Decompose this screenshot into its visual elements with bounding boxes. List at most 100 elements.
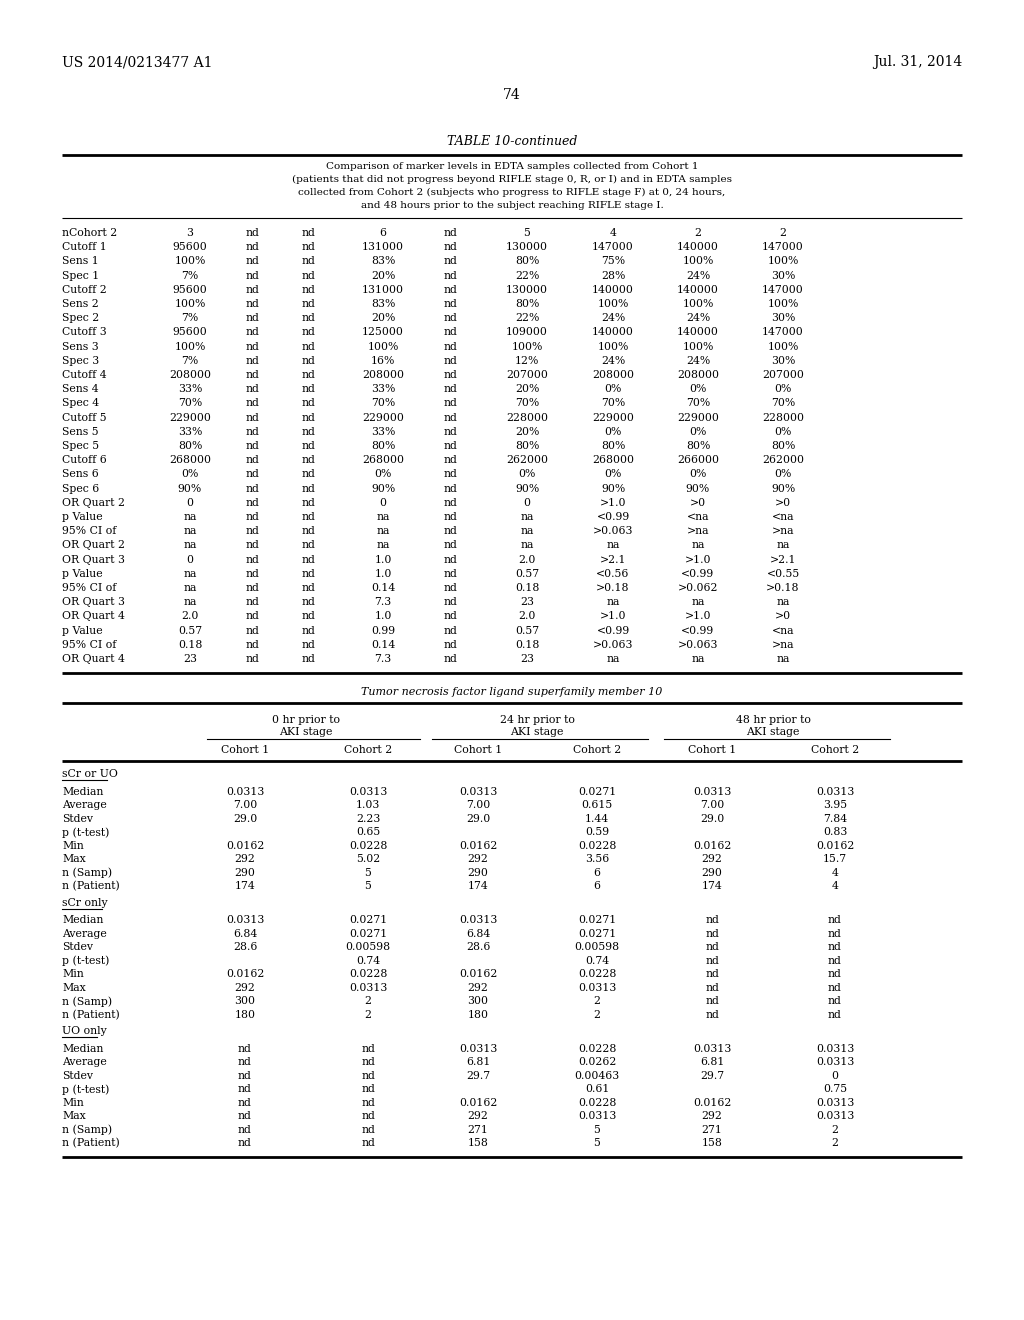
Text: 0.0313: 0.0313 <box>349 982 387 993</box>
Text: Sens 6: Sens 6 <box>62 470 98 479</box>
Text: 0.0271: 0.0271 <box>349 929 387 939</box>
Text: 24%: 24% <box>686 313 710 323</box>
Text: na: na <box>183 527 197 536</box>
Text: nd: nd <box>246 455 260 465</box>
Text: 131000: 131000 <box>362 285 404 294</box>
Text: nd: nd <box>301 512 315 521</box>
Text: Average: Average <box>62 929 106 939</box>
Text: 0.83: 0.83 <box>823 828 847 837</box>
Text: 268000: 268000 <box>362 455 404 465</box>
Text: 24%: 24% <box>686 356 710 366</box>
Text: nd: nd <box>246 441 260 451</box>
Text: 290: 290 <box>468 867 488 878</box>
Text: nd: nd <box>443 242 457 252</box>
Text: 1.03: 1.03 <box>355 800 380 810</box>
Text: >2.1: >2.1 <box>600 554 627 565</box>
Text: 70%: 70% <box>515 399 539 408</box>
Text: 0%: 0% <box>375 470 392 479</box>
Text: Cutoff 3: Cutoff 3 <box>62 327 106 338</box>
Text: <na: <na <box>772 626 795 636</box>
Text: Cutoff 5: Cutoff 5 <box>62 413 106 422</box>
Text: 268000: 268000 <box>169 455 211 465</box>
Text: Average: Average <box>62 1057 106 1067</box>
Text: nd: nd <box>361 1125 375 1135</box>
Text: 290: 290 <box>234 867 255 878</box>
Text: Cutoff 4: Cutoff 4 <box>62 370 106 380</box>
Text: 28.6: 28.6 <box>232 942 257 952</box>
Text: nd: nd <box>443 554 457 565</box>
Text: 6.84: 6.84 <box>466 929 490 939</box>
Text: 90%: 90% <box>771 483 795 494</box>
Text: sCr or UO: sCr or UO <box>62 770 118 779</box>
Text: 292: 292 <box>468 854 488 865</box>
Text: 0%: 0% <box>689 426 707 437</box>
Text: nd: nd <box>706 997 719 1006</box>
Text: nd: nd <box>246 413 260 422</box>
Text: Spec 6: Spec 6 <box>62 483 99 494</box>
Text: na: na <box>776 653 790 664</box>
Text: 0%: 0% <box>689 384 707 395</box>
Text: 20%: 20% <box>371 271 395 281</box>
Text: 1.0: 1.0 <box>375 554 392 565</box>
Text: nd: nd <box>443 327 457 338</box>
Text: 2.23: 2.23 <box>355 813 380 824</box>
Text: 0.0313: 0.0313 <box>816 1057 854 1067</box>
Text: >0: >0 <box>690 498 707 508</box>
Text: 2: 2 <box>831 1138 839 1148</box>
Text: 29.0: 29.0 <box>232 813 257 824</box>
Text: 0.0162: 0.0162 <box>226 841 264 850</box>
Text: 0.0313: 0.0313 <box>226 915 264 925</box>
Text: 0.0313: 0.0313 <box>816 1098 854 1107</box>
Text: <0.99: <0.99 <box>681 569 715 578</box>
Text: nd: nd <box>443 256 457 267</box>
Text: 0.75: 0.75 <box>823 1084 847 1094</box>
Text: 48 hr prior to: 48 hr prior to <box>735 715 810 725</box>
Text: nd: nd <box>301 228 315 238</box>
Text: 0%: 0% <box>181 470 199 479</box>
Text: 83%: 83% <box>371 300 395 309</box>
Text: nd: nd <box>443 228 457 238</box>
Text: na: na <box>520 540 534 550</box>
Text: 80%: 80% <box>771 441 796 451</box>
Text: 0%: 0% <box>518 470 536 479</box>
Text: 0.0313: 0.0313 <box>226 787 264 797</box>
Text: 80%: 80% <box>515 441 540 451</box>
Text: nd: nd <box>246 426 260 437</box>
Text: nd: nd <box>238 1138 252 1148</box>
Text: Max: Max <box>62 1111 86 1121</box>
Text: 0.0313: 0.0313 <box>459 915 498 925</box>
Text: nd: nd <box>246 626 260 636</box>
Text: 2: 2 <box>694 228 701 238</box>
Text: OR Quart 2: OR Quart 2 <box>62 540 125 550</box>
Text: nd: nd <box>361 1084 375 1094</box>
Text: 95600: 95600 <box>173 327 208 338</box>
Text: na: na <box>520 527 534 536</box>
Text: nd: nd <box>828 997 842 1006</box>
Text: 228000: 228000 <box>506 413 548 422</box>
Text: nd: nd <box>238 1044 252 1053</box>
Text: 12%: 12% <box>515 356 540 366</box>
Text: Average: Average <box>62 800 106 810</box>
Text: 2: 2 <box>365 1010 372 1020</box>
Text: 20%: 20% <box>515 426 540 437</box>
Text: 6.84: 6.84 <box>232 929 257 939</box>
Text: nd: nd <box>246 271 260 281</box>
Text: 90%: 90% <box>371 483 395 494</box>
Text: 130000: 130000 <box>506 242 548 252</box>
Text: 6: 6 <box>380 228 386 238</box>
Text: nd: nd <box>301 342 315 351</box>
Text: 229000: 229000 <box>362 413 403 422</box>
Text: 90%: 90% <box>601 483 625 494</box>
Text: nd: nd <box>238 1084 252 1094</box>
Text: 0: 0 <box>186 498 194 508</box>
Text: 95600: 95600 <box>173 242 208 252</box>
Text: 180: 180 <box>468 1010 488 1020</box>
Text: 6.81: 6.81 <box>699 1057 724 1067</box>
Text: 0.615: 0.615 <box>582 800 612 810</box>
Text: nd: nd <box>238 1125 252 1135</box>
Text: nd: nd <box>246 611 260 622</box>
Text: 0.0228: 0.0228 <box>578 969 616 979</box>
Text: 0.57: 0.57 <box>515 626 539 636</box>
Text: nd: nd <box>301 256 315 267</box>
Text: >0.063: >0.063 <box>678 640 718 649</box>
